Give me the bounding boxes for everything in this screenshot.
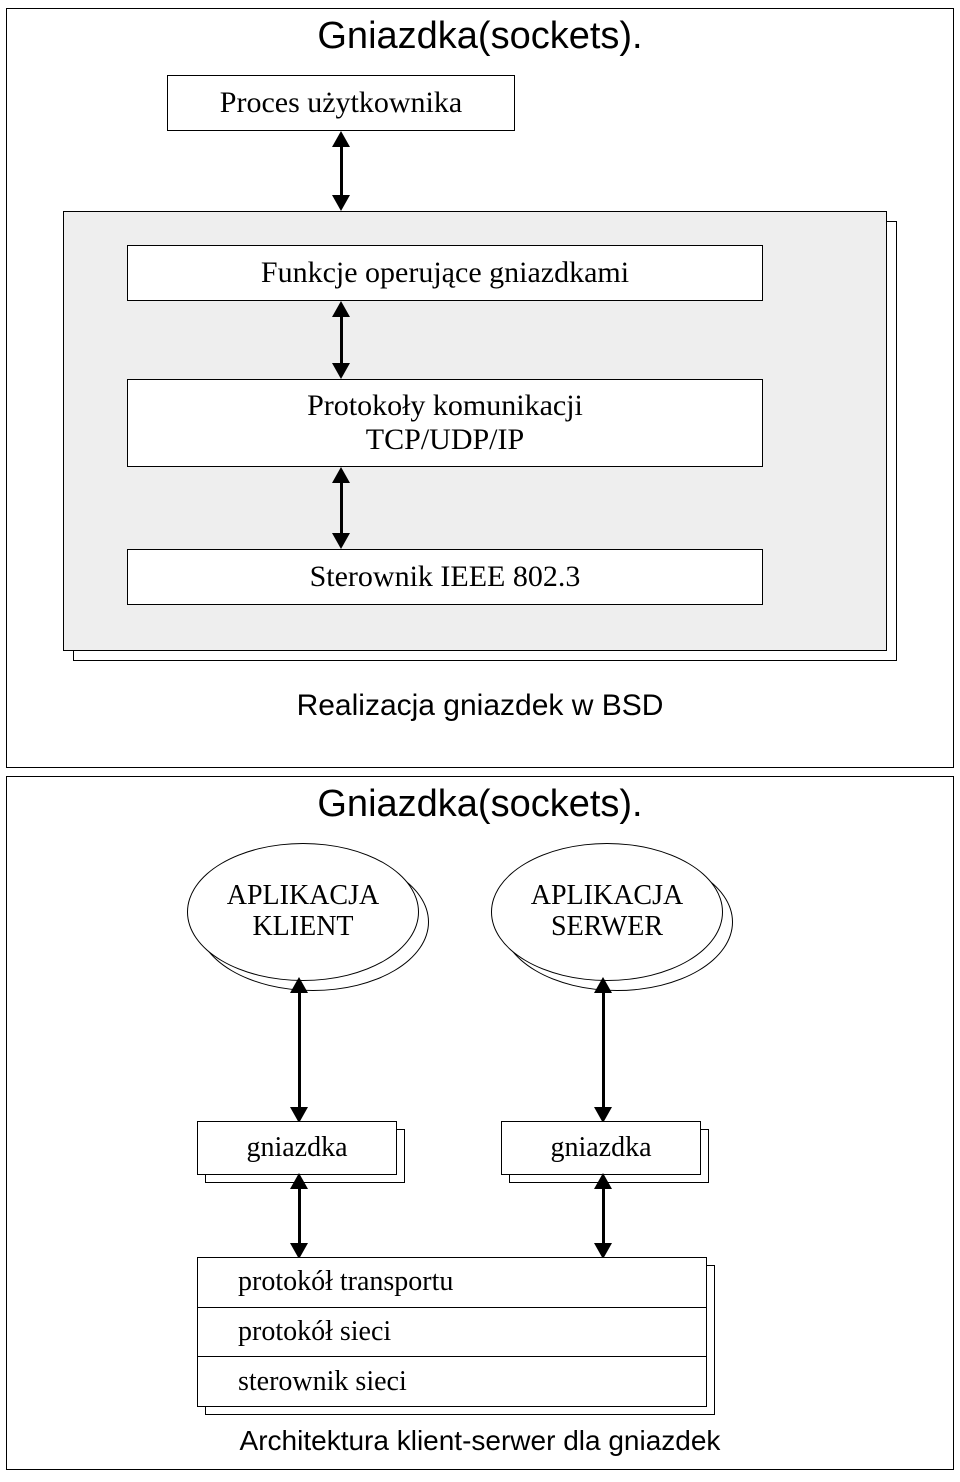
stack-row-network: protokół sieci <box>198 1308 706 1358</box>
box-protocols-line2: TCP/UDP/IP <box>366 423 524 458</box>
box-socket-right-label: gniazdka <box>550 1132 651 1164</box>
box-socket-left-label: gniazdka <box>246 1132 347 1164</box>
panel-bsd-sockets: Gniazdka(sockets). Proces użytkownika Fu… <box>6 8 954 768</box>
ellipse-server-line2: SERWER <box>551 912 663 943</box>
box-user-process: Proces użytkownika <box>167 75 515 131</box>
ellipse-server-line1: APLIKACJA <box>531 881 683 912</box>
box-protocols-line1: Protokoły komunikacji <box>307 389 583 424</box>
protocol-stack: protokół transportu protokół sieci stero… <box>197 1257 707 1407</box>
panel2-title: Gniazdka(sockets). <box>7 783 953 826</box>
stack-row-driver: sterownik sieci <box>198 1357 706 1406</box>
box-user-process-label: Proces użytkownika <box>220 86 462 121</box>
box-socket-functions-label: Funkcje operujące gniazdkami <box>261 256 629 291</box>
ellipse-client-line1: APLIKACJA <box>227 881 379 912</box>
box-driver: Sterownik IEEE 802.3 <box>127 549 763 605</box>
box-socket-right: gniazdka <box>501 1121 701 1175</box>
panel1-caption: Realizacja gniazdek w BSD <box>7 689 953 723</box>
panel2-caption: Architektura klient-serwer dla gniazdek <box>7 1425 953 1457</box>
stack-row-transport: protokół transportu <box>198 1258 706 1308</box>
box-socket-left: gniazdka <box>197 1121 397 1175</box>
ellipse-client-line2: KLIENT <box>252 912 353 943</box>
box-protocols: Protokoły komunikacji TCP/UDP/IP <box>127 379 763 467</box>
panel1-title: Gniazdka(sockets). <box>7 15 953 58</box>
ellipse-client-app: APLIKACJA KLIENT <box>187 843 419 981</box>
panel-client-server: Gniazdka(sockets). APLIKACJA KLIENT APLI… <box>6 776 954 1470</box>
ellipse-server-app: APLIKACJA SERWER <box>491 843 723 981</box>
box-socket-functions: Funkcje operujące gniazdkami <box>127 245 763 301</box>
box-driver-label: Sterownik IEEE 802.3 <box>310 560 581 595</box>
